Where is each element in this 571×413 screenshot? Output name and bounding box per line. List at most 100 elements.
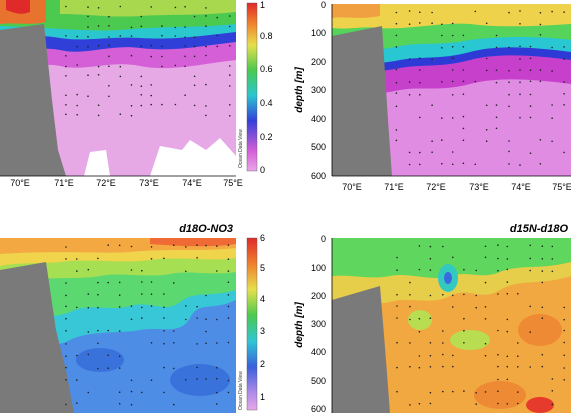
sample-dot	[118, 281, 121, 284]
sample-dot	[185, 246, 187, 248]
sample-dot	[205, 105, 207, 107]
sample-dot	[484, 245, 487, 248]
sample-dot	[205, 318, 207, 321]
sample-dot	[529, 93, 532, 96]
sample-dot	[108, 36, 110, 38]
sample-dot	[76, 114, 78, 116]
sample-dot	[506, 403, 509, 405]
sample-dot	[161, 55, 163, 58]
sample-dot	[229, 65, 231, 67]
sample-dot	[108, 95, 110, 98]
sample-dot	[87, 268, 90, 271]
panel1-x-tick: 73°E	[139, 178, 159, 188]
panel1-x-tick: 74°E	[182, 178, 202, 188]
sample-dot	[519, 116, 521, 119]
sample-dot	[107, 354, 109, 357]
panel1-x-tick: 71°E	[54, 178, 74, 188]
sample-dot	[409, 365, 411, 368]
panel1-sample-dots	[65, 5, 231, 117]
sample-dot	[161, 45, 163, 48]
sample-dot	[485, 140, 488, 142]
panel1-blank-2	[150, 138, 236, 176]
colorbar-bottom-tick: 2	[260, 359, 265, 369]
panel3-land-mask	[0, 262, 74, 413]
sample-dot	[150, 6, 152, 8]
sample-dot	[452, 256, 454, 259]
sample-dot	[474, 10, 477, 13]
sample-dot	[395, 82, 398, 84]
sample-dot	[87, 306, 90, 309]
sample-dot	[409, 305, 411, 308]
sample-dot	[119, 75, 122, 78]
sample-dot	[184, 45, 186, 47]
sample-dot	[495, 81, 498, 84]
sample-dot	[141, 281, 143, 283]
sample-dot	[484, 391, 487, 393]
sample-dot	[396, 317, 398, 319]
sample-dot	[497, 390, 499, 393]
sample-dot	[205, 114, 207, 117]
panel2-y-tick: 400	[311, 114, 326, 124]
sample-dot	[463, 390, 465, 392]
panel1-x-ticks: 70°E 71°E 72°E 73°E 74°E 75°E	[10, 178, 243, 188]
sample-dot	[130, 379, 133, 382]
sample-dot	[462, 46, 465, 48]
sample-dot	[442, 342, 444, 344]
sample-dot	[216, 391, 218, 394]
sample-dot	[462, 80, 465, 83]
sample-dot	[563, 329, 565, 332]
sample-dot	[229, 85, 231, 87]
sample-dot	[418, 355, 421, 357]
sample-dot	[396, 341, 398, 344]
sample-dot	[429, 257, 432, 260]
sample-dot	[118, 330, 121, 332]
sample-dot	[442, 353, 444, 356]
sample-dot	[87, 95, 89, 97]
sample-dot	[519, 81, 521, 83]
sample-dot	[396, 256, 398, 259]
sample-dot	[76, 35, 78, 38]
sample-dot	[65, 294, 67, 297]
panel3-red-patch	[150, 238, 236, 247]
sample-dot	[551, 390, 554, 392]
sample-dot	[108, 15, 110, 18]
sample-dot	[216, 366, 218, 369]
sample-dot	[484, 281, 487, 284]
sample-dot	[497, 378, 499, 381]
sample-dot	[185, 318, 187, 321]
sample-dot	[193, 84, 196, 87]
sample-dot	[97, 293, 99, 296]
sample-dot	[65, 104, 67, 106]
sample-dot	[395, 22, 398, 25]
sample-dot	[551, 117, 553, 119]
panel2-y-ticks: 0 100 200 300 400 500 600	[311, 0, 326, 181]
sample-dot	[441, 117, 443, 119]
sample-dot	[451, 34, 454, 37]
sample-dot	[193, 55, 196, 58]
sample-dot	[419, 163, 421, 166]
sample-dot	[205, 330, 207, 333]
sample-dot	[216, 378, 218, 380]
sample-dot	[65, 75, 67, 77]
sample-dot	[495, 127, 498, 130]
panel2-y-tick: 600	[311, 171, 326, 181]
sample-dot	[429, 269, 432, 271]
sample-dot	[108, 55, 110, 58]
sample-dot	[452, 306, 454, 308]
sample-dot	[474, 163, 477, 166]
sample-dot	[141, 269, 143, 272]
sample-dot	[65, 355, 67, 358]
sample-dot	[563, 81, 565, 83]
sample-dot	[517, 342, 519, 344]
sample-dot	[150, 103, 152, 106]
sample-dot	[539, 11, 542, 14]
sample-dot	[65, 113, 67, 116]
sample-dot	[141, 391, 143, 394]
sample-dot	[551, 403, 554, 406]
panel2-x-tick: 74°E	[511, 182, 531, 192]
sample-dot	[130, 318, 133, 321]
colorbar-bottom-tick: 1	[260, 392, 265, 402]
sample-dot	[87, 45, 89, 48]
sample-dot	[97, 367, 99, 370]
sample-dot	[65, 246, 67, 248]
